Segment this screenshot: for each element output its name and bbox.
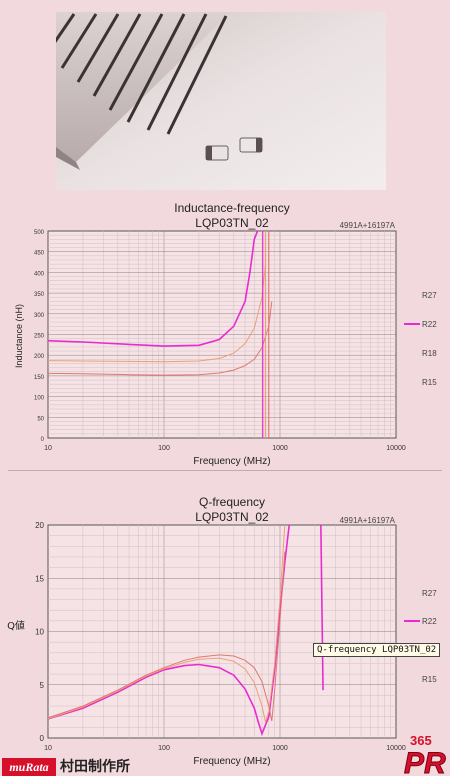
q-frequency-svg: Q-frequency LQP03TN_02 4991A+16197A Freq… (7, 495, 437, 766)
badge-number: 365 (410, 733, 432, 748)
y-tick-label: 0 (40, 734, 45, 743)
q-frequency-chart: Q-frequency LQP03TN_02 4991A+16197A Freq… (0, 490, 450, 766)
company-name: 村田制作所 (60, 759, 130, 775)
legend-label-r15: R15 (422, 378, 437, 387)
chart-subtitle: LQP03TN_02 (195, 510, 269, 524)
grid (48, 525, 396, 738)
x-tick-label: 1000 (272, 745, 288, 752)
legend-label-r27: R27 (422, 589, 437, 598)
y-tick-label: 500 (34, 230, 45, 236)
series-line-r22 (48, 525, 290, 737)
chart-corner-label: 4991A+16197A (340, 221, 396, 230)
y-tick-label: 200 (34, 354, 45, 360)
chart-tooltip: Q-frequency LQP03TN_02 (313, 643, 441, 657)
y-tick-label: 150 (34, 375, 45, 381)
y-tick-label: 450 (34, 251, 45, 257)
y-tick-label: 300 (34, 313, 45, 319)
chart-corner-label: 4991A+16197A (340, 516, 396, 525)
x-tick-label: 10 (44, 445, 52, 452)
series-line-r18 (48, 264, 266, 363)
legend-label-r27: R27 (422, 291, 437, 300)
y-tick-label: 100 (34, 396, 45, 402)
y-tick-label: 250 (34, 334, 45, 340)
x-tick-label: 1000 (272, 445, 288, 452)
x-tick-label: 100 (158, 745, 170, 752)
chart-title: Inductance-frequency (174, 201, 289, 215)
x-axis-label: Frequency (MHz) (193, 456, 270, 467)
product-photo-illustration (46, 12, 386, 190)
y-tick-label: 10 (35, 628, 44, 637)
y-tick-label: 5 (40, 681, 45, 690)
y-tick-label: 20 (35, 521, 44, 530)
y-tick-label: 350 (34, 292, 45, 298)
y-tick-label: 15 (35, 574, 44, 583)
series-line-r22 (48, 231, 259, 347)
x-tick-label: 10000 (386, 445, 406, 452)
series-line-r22-tail (320, 524, 324, 691)
section-divider (8, 470, 442, 471)
x-tick-label: 10 (44, 745, 52, 752)
chart-title: Q-frequency (199, 495, 265, 509)
pr-badge-icon: PR (404, 747, 447, 776)
y-tick-label: 0 (41, 437, 45, 443)
series-line-r15 (48, 551, 286, 722)
y-tick-label: 400 (34, 271, 45, 277)
x-axis-label: Frequency (MHz) (193, 756, 270, 766)
y-tick-label: 50 (37, 416, 44, 422)
x-tick-label: 100 (158, 445, 170, 452)
y-axis-label: Q値 (7, 619, 25, 632)
badge-letters: PR (404, 747, 446, 776)
inductance-frequency-svg: Inductance-frequency LQP03TN_02 4991A+16… (14, 201, 437, 467)
series-line-r18 (48, 525, 286, 724)
inductance-frequency-chart: Inductance-frequency LQP03TN_02 4991A+16… (0, 196, 450, 472)
product-photo (46, 12, 386, 190)
legend-label-r22: R22 (422, 617, 437, 626)
x-tick-label: 10000 (386, 745, 406, 752)
legend-label-r18: R18 (422, 349, 437, 358)
y-axis-label: Inductance (nH) (14, 304, 24, 368)
legend-label-r22: R22 (422, 320, 437, 329)
legend-label-r15: R15 (422, 675, 437, 684)
chart-subtitle: LQP03TN_02 (195, 216, 269, 230)
murata-logo: muRata (2, 758, 56, 776)
